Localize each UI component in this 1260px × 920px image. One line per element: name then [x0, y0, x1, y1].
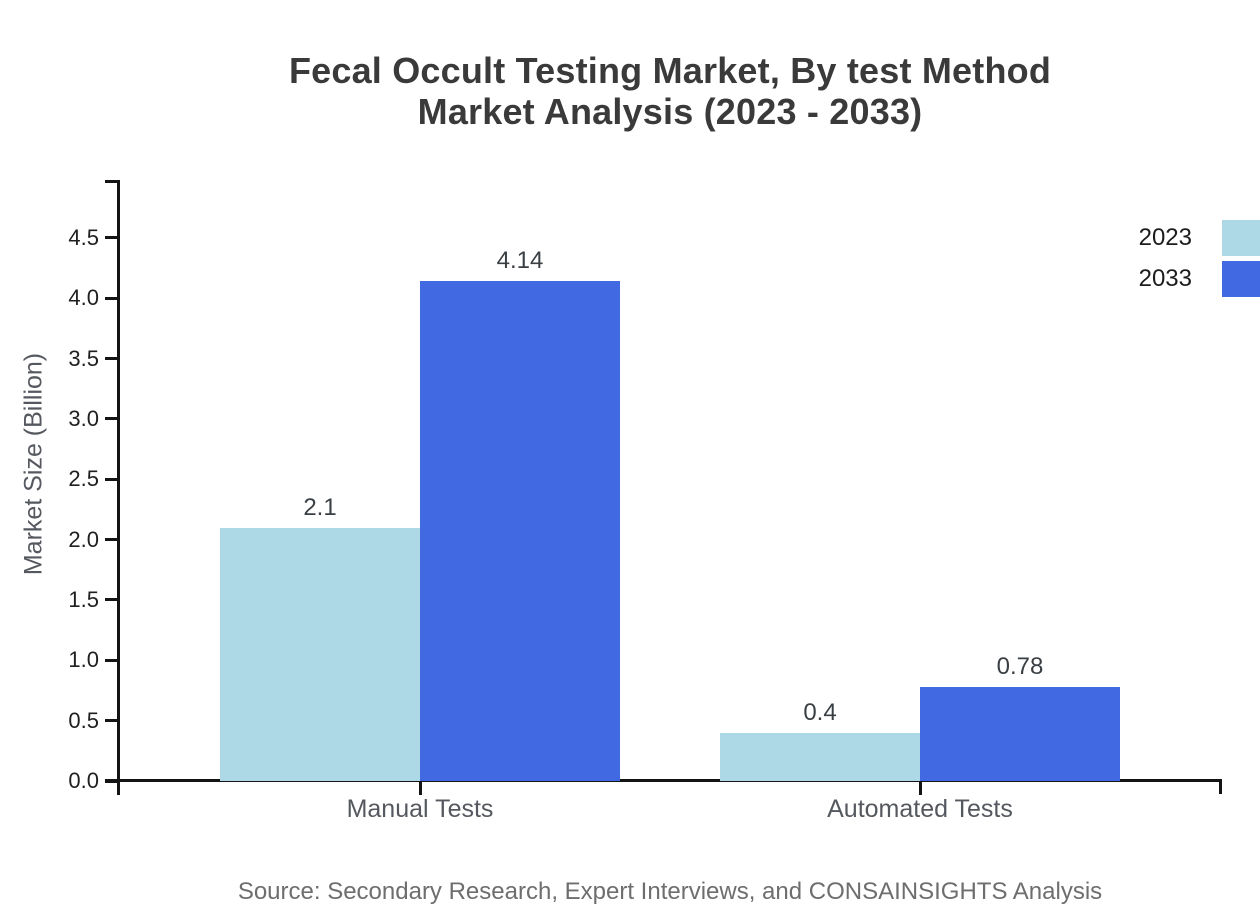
bar-2023-automated-tests — [720, 732, 920, 781]
bar-2023-manual-tests — [220, 527, 420, 781]
bar-2033-manual-tests — [420, 281, 620, 781]
y-tick-mark — [105, 538, 118, 542]
y-tick-label: 1.0 — [68, 647, 99, 673]
y-tick-mark — [105, 779, 118, 783]
x-axis-right-cap — [1219, 779, 1222, 794]
x-category-label: Manual Tests — [346, 795, 494, 823]
bar-value-label: 4.14 — [496, 247, 544, 275]
y-tick-label: 4.0 — [68, 285, 99, 311]
x-tick-mark — [418, 781, 422, 795]
y-tick-mark — [105, 296, 118, 300]
chart-title-line2: Market Analysis (2023 - 2033) — [417, 91, 923, 132]
y-tick-mark — [105, 477, 118, 481]
y-tick-mark — [105, 719, 118, 723]
y-tick-label: 3.0 — [68, 405, 99, 431]
y-tick-label: 4.5 — [68, 224, 99, 250]
y-tick-mark — [105, 357, 118, 361]
x-axis-line — [105, 779, 1222, 782]
legend-swatch-2033 — [1222, 261, 1260, 297]
legend-label-2023: 2023 — [1138, 224, 1192, 251]
chart-title-line1: Fecal Occult Testing Market, By test Met… — [288, 50, 1052, 91]
bar-value-label: 2.1 — [303, 493, 337, 521]
chart-title: Fecal Occult Testing Market, By test Met… — [118, 50, 1222, 132]
legend-label-2033: 2033 — [1138, 265, 1192, 292]
y-tick-label: 2.0 — [68, 526, 99, 552]
y-tick-label: 0.0 — [68, 768, 99, 793]
bar-2033-automated-tests — [920, 686, 1120, 781]
bar-value-label: 0.4 — [803, 698, 837, 726]
source-note: Source: Secondary Research, Expert Inter… — [237, 878, 1103, 905]
y-tick-label: 0.5 — [68, 707, 99, 733]
y-tick-mark — [105, 658, 118, 662]
bar-value-label: 0.78 — [996, 652, 1044, 680]
y-tick-mark — [105, 598, 118, 602]
x-category-label: Automated Tests — [827, 795, 1013, 823]
y-tick-mark — [105, 236, 118, 240]
legend-swatch-2023 — [1222, 220, 1260, 256]
y-tick-label: 1.5 — [68, 586, 99, 612]
y-tick-mark — [105, 417, 118, 421]
y-axis-line — [117, 180, 120, 795]
y-tick-label: 2.5 — [68, 466, 99, 492]
y-tick-label: 3.5 — [68, 345, 99, 371]
x-tick-mark — [918, 781, 922, 795]
y-axis-top-cap — [105, 180, 118, 183]
